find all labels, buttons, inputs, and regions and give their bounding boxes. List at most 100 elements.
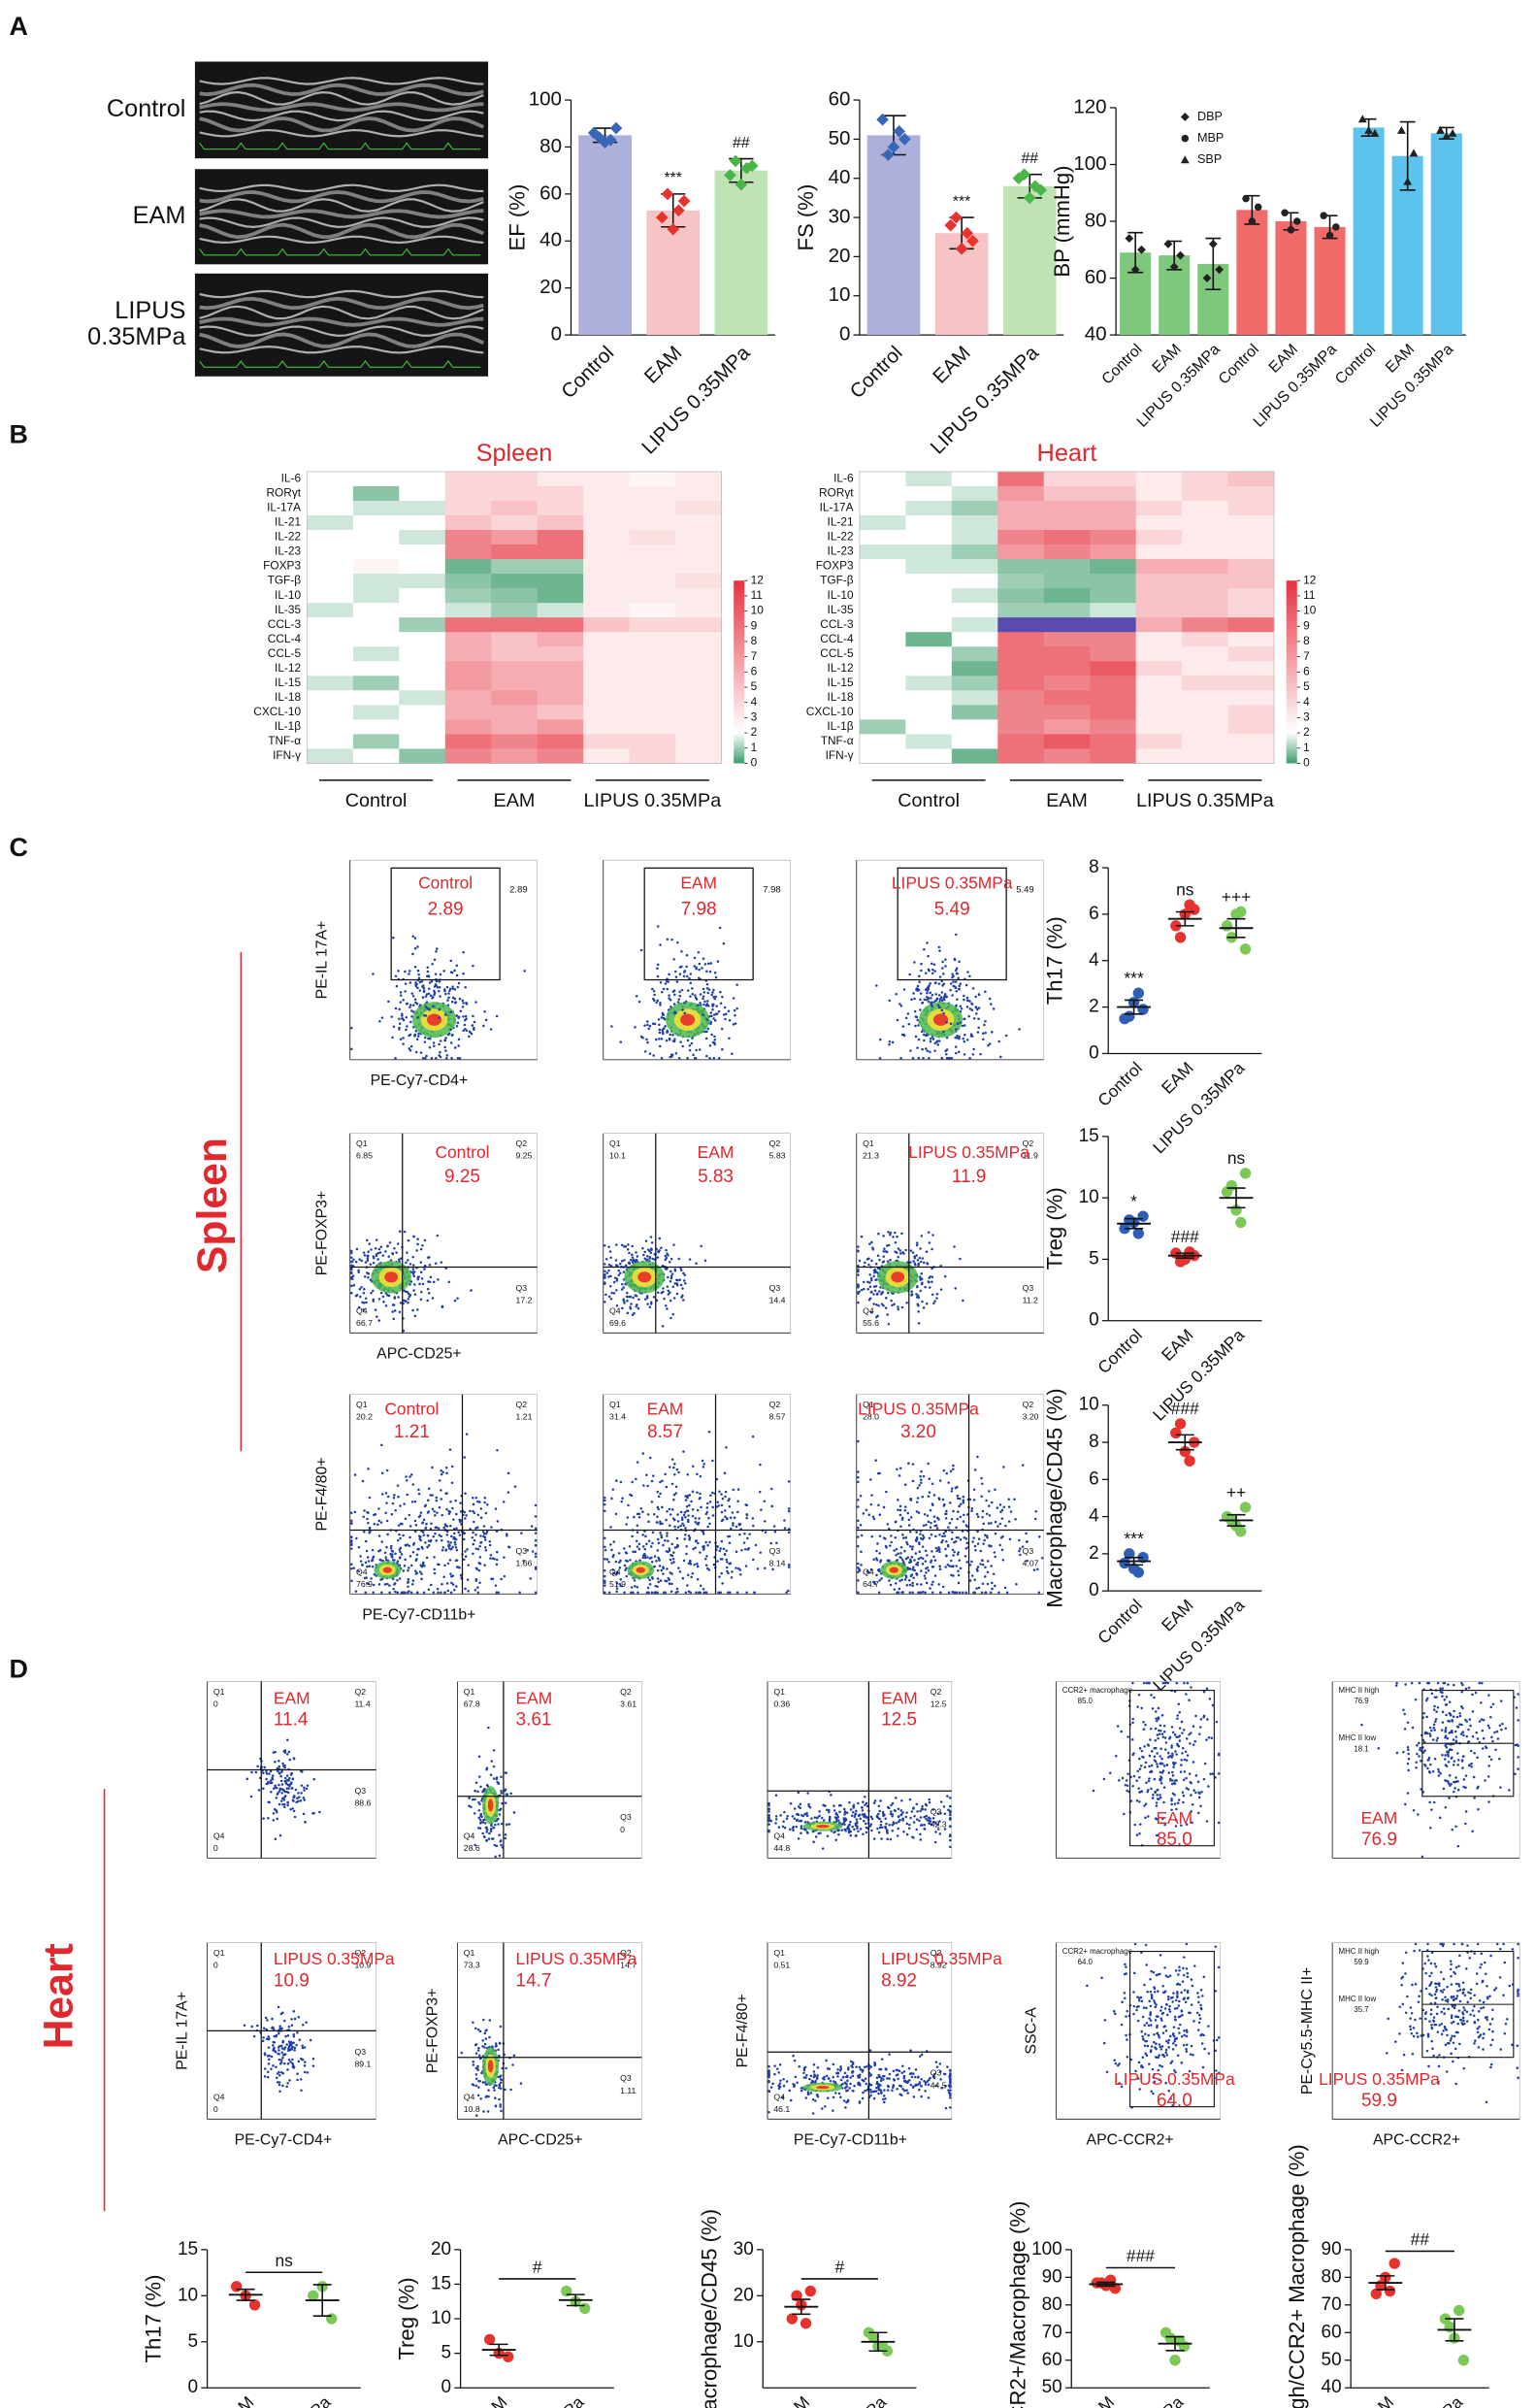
event-dot	[413, 1569, 417, 1572]
event-dot	[440, 1261, 443, 1264]
event-dot	[422, 1518, 426, 1522]
event-dot	[272, 1812, 276, 1815]
event-dot	[427, 1037, 430, 1040]
event-dot	[666, 987, 669, 991]
event-dot	[655, 1001, 658, 1005]
heatmap-cell	[352, 617, 400, 633]
event-dot	[958, 1037, 961, 1040]
event-dot	[272, 2064, 275, 2067]
data-point	[1457, 2355, 1470, 2366]
event-dot	[298, 1796, 301, 1798]
event-dot	[711, 1005, 714, 1008]
event-dot	[957, 1551, 961, 1554]
event-dot	[994, 1584, 996, 1588]
event-dot	[938, 1479, 942, 1482]
heatmap-cell	[1043, 530, 1091, 545]
event-dot	[450, 1056, 453, 1060]
event-dot	[636, 1461, 639, 1464]
event-dot	[651, 1257, 654, 1261]
event-dot	[464, 1555, 468, 1558]
data-point	[887, 141, 900, 153]
event-dot	[372, 1289, 375, 1293]
event-dot	[988, 1544, 991, 1547]
event-dot	[918, 974, 921, 977]
event-dot	[682, 1299, 685, 1302]
event-dot	[734, 1013, 736, 1017]
event-dot	[660, 1534, 663, 1537]
heatmap-cell	[491, 559, 539, 575]
event-dot	[408, 1555, 412, 1558]
event-dot	[428, 987, 431, 990]
event-dot	[725, 1446, 728, 1449]
event-dot	[711, 1491, 714, 1495]
event-dot	[963, 1053, 966, 1056]
data-point	[898, 133, 911, 146]
corner-value: 2.89	[509, 884, 527, 895]
event-dot	[408, 1049, 412, 1052]
event-dot	[435, 1499, 439, 1502]
event-dot	[691, 1490, 695, 1494]
heatmap-cell	[307, 719, 354, 735]
event-dot	[399, 1546, 403, 1550]
heatmap-cell	[1227, 574, 1275, 589]
event-dot	[860, 1534, 864, 1537]
event-dot	[679, 1524, 682, 1528]
event-dot	[727, 1534, 730, 1538]
event-dot	[506, 1491, 510, 1494]
event-dot	[925, 998, 929, 1002]
event-dot	[620, 1500, 623, 1503]
event-dot	[707, 1431, 711, 1434]
event-dot	[374, 1246, 377, 1250]
event-dot	[455, 973, 459, 977]
y-tick-label: 60	[1042, 2350, 1062, 2370]
y-tick-label: 40	[1085, 323, 1107, 346]
event-dot	[867, 1513, 870, 1516]
event-dot	[411, 995, 415, 998]
event-dot	[452, 1518, 455, 1521]
event-dot	[645, 1473, 648, 1476]
event-dot	[637, 1298, 640, 1302]
data-point	[593, 131, 606, 145]
event-dot	[869, 1291, 873, 1294]
event-dot	[633, 1579, 637, 1582]
event-dot	[630, 1303, 633, 1305]
legend-label: SBP	[1197, 152, 1222, 166]
heatmap-cell	[307, 690, 354, 706]
row-label: IL-15	[275, 676, 301, 689]
data-point	[1179, 1445, 1191, 1458]
event-dot	[956, 998, 959, 1002]
event-dot	[919, 1008, 922, 1011]
event-dot	[642, 1484, 645, 1487]
event-dot	[433, 989, 436, 993]
event-dot	[1002, 1466, 1005, 1468]
event-dot	[433, 1571, 437, 1575]
event-dot	[916, 1259, 920, 1262]
event-dot	[471, 1536, 474, 1539]
event-dot	[411, 1579, 415, 1582]
event-dot	[1007, 1520, 1011, 1523]
event-dot	[523, 970, 526, 973]
event-dot	[425, 1522, 428, 1526]
y-tick-label: 60	[1085, 266, 1107, 288]
event-dot	[992, 1007, 996, 1010]
heatmap-cell	[352, 748, 400, 764]
event-dot	[652, 1296, 656, 1299]
y-axis-label: Th17 (%)	[142, 2275, 166, 2363]
heatmap-cell	[905, 617, 953, 633]
event-dot	[878, 1552, 881, 1555]
event-dot	[262, 1787, 265, 1791]
y-tick-label: 20	[431, 2239, 451, 2260]
event-dot	[955, 972, 959, 975]
heatmap-cell	[905, 514, 953, 531]
y-tick-label: 40	[829, 166, 851, 188]
legend-label: MBP	[1197, 131, 1224, 145]
event-dot	[704, 1564, 708, 1567]
event-dot	[410, 1270, 414, 1274]
heatmap-cell	[399, 705, 446, 720]
event-dot	[681, 1287, 684, 1290]
event-dot	[1002, 1505, 1006, 1509]
heatmap-cell	[951, 544, 998, 560]
event-dot	[869, 1478, 872, 1481]
event-dot	[997, 1039, 1000, 1043]
event-dot	[429, 1038, 432, 1040]
